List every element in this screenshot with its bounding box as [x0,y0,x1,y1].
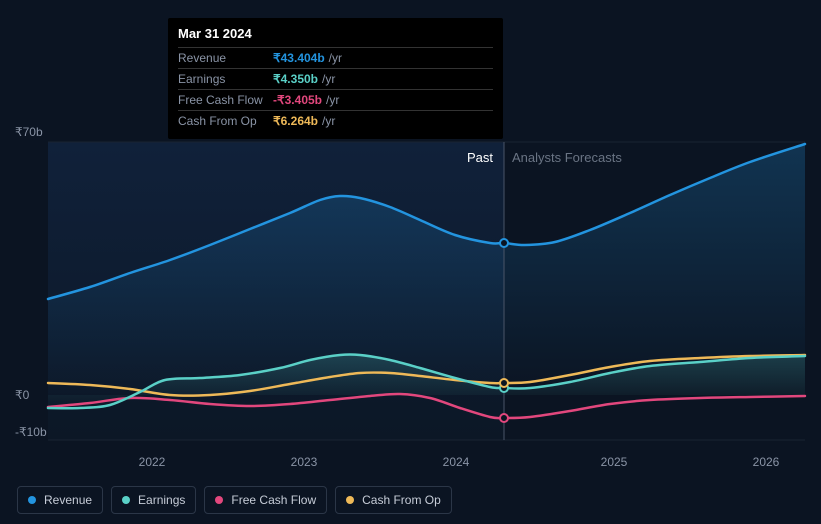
legend-item[interactable]: Free Cash Flow [204,486,327,514]
legend-label: Earnings [138,493,185,507]
tooltip-row: Free Cash Flow-₹3.405b/yr [178,89,493,110]
legend-label: Free Cash Flow [231,493,316,507]
legend-dot-icon [122,496,130,504]
y-axis-label: ₹0 [15,388,29,402]
tooltip-metric-value: ₹43.404b [273,51,325,65]
forecast-label: Analysts Forecasts [512,150,622,165]
legend-label: Cash From Op [362,493,441,507]
legend-item[interactable]: Earnings [111,486,196,514]
tooltip-metric-label: Cash From Op [178,114,273,128]
legend-dot-icon [346,496,354,504]
tooltip-row: Cash From Op₹6.264b/yr [178,110,493,131]
legend-dot-icon [28,496,36,504]
tooltip-metric-value: ₹6.264b [273,114,318,128]
x-axis-label: 2024 [443,455,470,469]
tooltip-metric-value: ₹4.350b [273,72,318,86]
legend-item[interactable]: Revenue [17,486,103,514]
tooltip-date: Mar 31 2024 [178,26,493,47]
y-axis-label: -₹10b [15,425,47,439]
x-axis-label: 2026 [753,455,780,469]
tooltip-unit: /yr [326,93,339,107]
tooltip-metric-label: Free Cash Flow [178,93,273,107]
financial-chart: Mar 31 2024 Revenue₹43.404b/yrEarnings₹4… [0,0,821,524]
x-axis-label: 2023 [291,455,318,469]
tooltip-metric-value: -₹3.405b [273,93,322,107]
y-axis-label: ₹70b [15,125,43,139]
legend-label: Revenue [44,493,92,507]
chart-tooltip: Mar 31 2024 Revenue₹43.404b/yrEarnings₹4… [168,18,503,139]
tooltip-metric-label: Revenue [178,51,273,65]
x-axis-label: 2022 [139,455,166,469]
tooltip-unit: /yr [329,51,342,65]
chart-legend: Revenue Earnings Free Cash Flow Cash From O… [17,486,452,514]
legend-item[interactable]: Cash From Op [335,486,452,514]
past-label: Past [467,150,493,165]
x-axis-label: 2025 [601,455,628,469]
tooltip-row: Earnings₹4.350b/yr [178,68,493,89]
legend-dot-icon [215,496,223,504]
tooltip-metric-label: Earnings [178,72,273,86]
tooltip-unit: /yr [322,72,335,86]
tooltip-unit: /yr [322,114,335,128]
tooltip-row: Revenue₹43.404b/yr [178,47,493,68]
